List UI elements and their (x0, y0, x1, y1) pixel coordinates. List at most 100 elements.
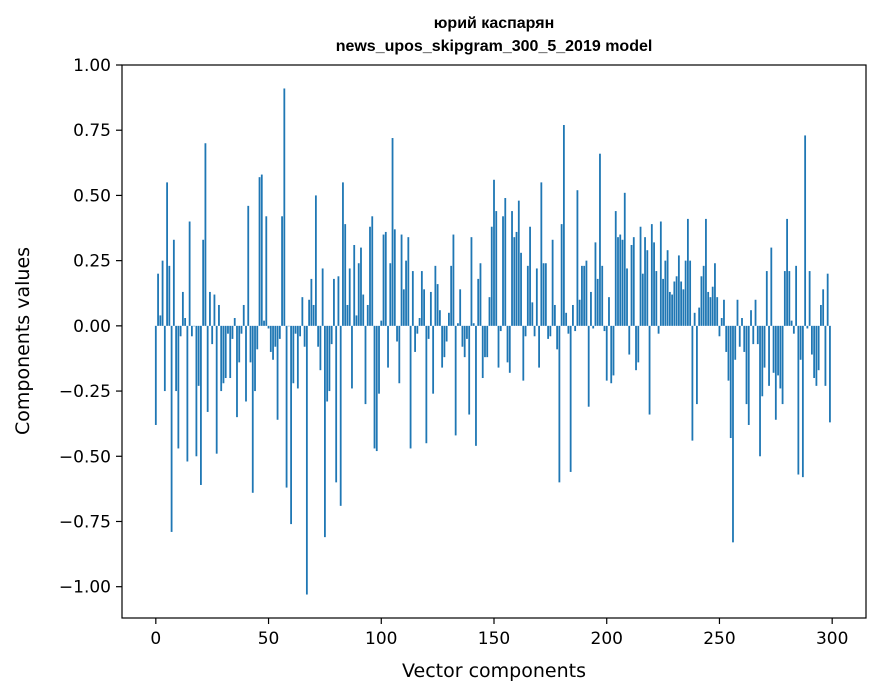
bar (587, 325, 590, 407)
bar (179, 325, 182, 337)
bar (714, 263, 716, 326)
bar (457, 323, 459, 326)
bar (621, 239, 624, 326)
bar (610, 325, 613, 384)
bar (551, 239, 554, 326)
bar (249, 325, 252, 363)
bar (434, 265, 437, 326)
bar (709, 297, 712, 326)
bar (200, 325, 202, 485)
bar (416, 325, 419, 334)
bar (626, 268, 628, 326)
bar (700, 276, 703, 326)
bar (750, 310, 752, 326)
bar (759, 325, 761, 457)
bar (380, 320, 383, 326)
chart-title: юрий каспарян (434, 15, 554, 32)
bar (222, 325, 225, 384)
bar (605, 325, 608, 381)
bar (781, 325, 784, 405)
bar (813, 325, 816, 379)
bar (157, 273, 159, 326)
bar (691, 325, 694, 441)
bar (601, 265, 604, 326)
bar (299, 325, 302, 337)
bar (614, 211, 617, 326)
bar (696, 325, 698, 405)
bar (768, 325, 770, 386)
bar (420, 271, 423, 326)
bar (190, 325, 193, 337)
bar (668, 291, 671, 326)
bar (522, 325, 525, 381)
bar (159, 315, 162, 326)
bar (285, 325, 288, 488)
bar (256, 325, 259, 350)
bar (463, 325, 466, 358)
bar (411, 271, 414, 326)
bar (454, 325, 457, 436)
bar (718, 325, 721, 337)
bar (468, 325, 471, 415)
bar (172, 239, 175, 326)
bar (348, 268, 351, 326)
bar (161, 260, 164, 326)
bar (774, 325, 777, 420)
bar (734, 325, 737, 360)
y-tick-label: −0.75 (59, 512, 111, 532)
bar-series (154, 88, 831, 595)
bar (254, 325, 256, 392)
bar (729, 325, 732, 439)
bar (175, 325, 178, 392)
bar (499, 325, 502, 332)
bar (741, 318, 743, 326)
bar (725, 325, 728, 352)
bar (650, 224, 653, 326)
bar (630, 244, 633, 326)
bar (475, 325, 477, 446)
bar (799, 325, 802, 360)
bar (817, 325, 820, 371)
bar (184, 318, 187, 326)
bar (655, 271, 658, 326)
bar (312, 304, 315, 326)
bar (450, 265, 453, 326)
bar (233, 318, 236, 326)
bar (705, 218, 707, 326)
bar (443, 325, 446, 358)
bar (558, 325, 561, 483)
bar (326, 325, 329, 402)
bar (567, 325, 570, 334)
bar (168, 265, 171, 326)
bar (641, 273, 644, 326)
bar (553, 304, 556, 326)
bar (736, 299, 739, 326)
bar (689, 260, 692, 326)
bar (515, 231, 518, 326)
bar (495, 211, 498, 326)
bar (666, 250, 669, 326)
bar (240, 325, 243, 334)
bar (314, 195, 317, 326)
x-tick-label: 250 (703, 629, 735, 649)
bar (154, 325, 157, 425)
bar (391, 138, 394, 326)
bar (414, 325, 416, 352)
x-tick-label: 200 (591, 629, 623, 649)
bar (619, 234, 622, 326)
bar (583, 265, 586, 326)
bar (218, 304, 220, 326)
bar (508, 325, 511, 373)
bar (531, 302, 534, 326)
bar (761, 325, 764, 397)
bar (711, 286, 714, 326)
bar (612, 325, 615, 376)
bar (206, 325, 209, 412)
bar (511, 211, 513, 326)
bar (360, 247, 362, 326)
bar (648, 325, 651, 415)
bar (357, 263, 360, 326)
bar (242, 304, 245, 326)
bar (330, 325, 333, 345)
bar (671, 294, 674, 326)
